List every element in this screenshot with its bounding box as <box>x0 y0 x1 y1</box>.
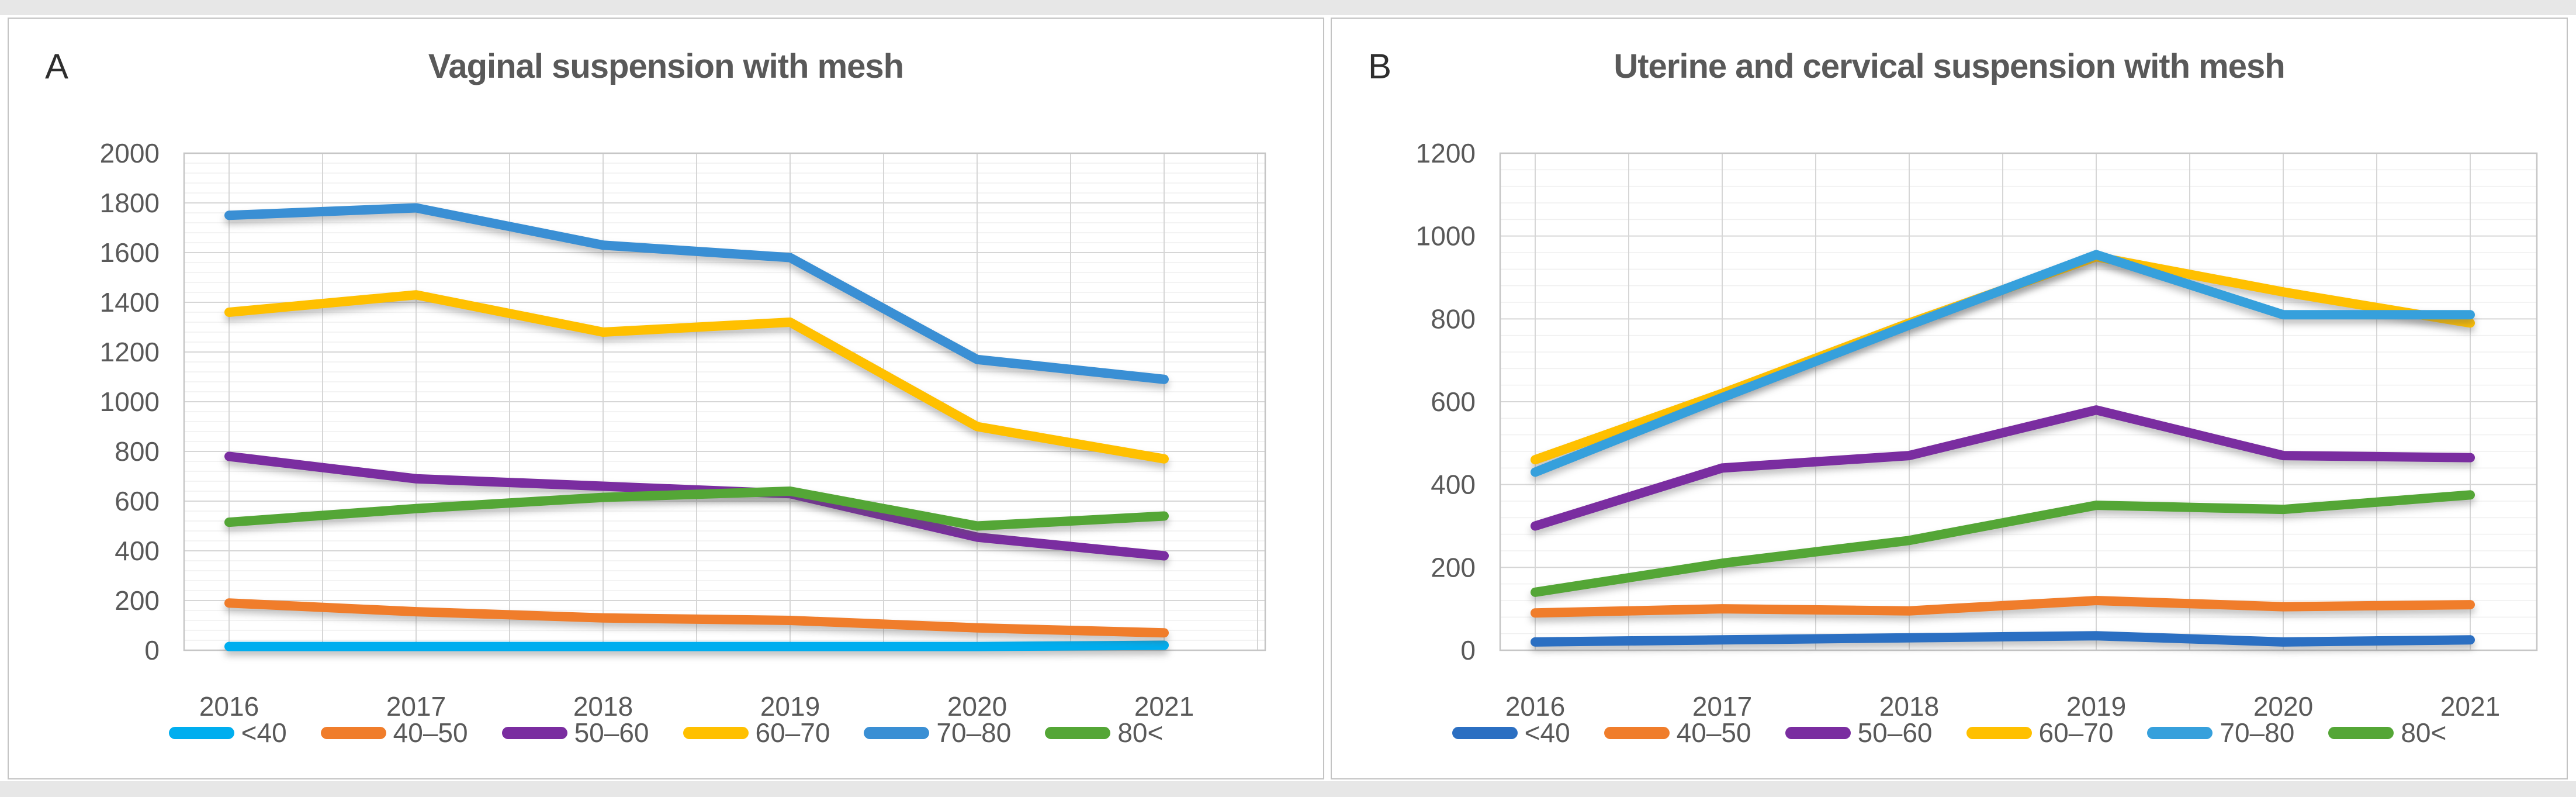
x-axis-tick-label: 2017 <box>1692 691 1752 722</box>
legend-item: 80< <box>1045 719 1163 746</box>
chart-a-legend: <40 40–50 50–60 60–70 70–80 80< <box>9 719 1323 746</box>
legend-item: <40 <box>168 717 287 748</box>
legend-label: 40–50 <box>1676 717 1751 748</box>
legend-item: 50–60 <box>1785 719 1933 746</box>
panel-a: 0 200 400 600 800 1000 1200 1400 1600 1800 2000 201… <box>8 18 1324 779</box>
legend-swatch-icon <box>864 726 930 739</box>
chart-b-title: Uterine and cervical suspension with mes… <box>1614 47 2285 85</box>
y-axis-tick-label: 2000 <box>100 138 160 168</box>
y-axis-tick-label: 1800 <box>100 188 160 218</box>
series-line-7080 <box>1531 250 2475 477</box>
legend-swatch-icon <box>2147 726 2213 739</box>
x-axis-tick-label: 2019 <box>2066 691 2126 722</box>
y-axis-tick-label: 1000 <box>1416 221 1476 251</box>
series-line-4050 <box>224 598 1169 638</box>
legend-swatch-icon <box>1604 726 1670 739</box>
series-line-80 <box>224 487 1169 531</box>
panel-a-label: A <box>45 47 69 86</box>
y-axis-tick-label: 400 <box>1431 470 1476 500</box>
legend-item: 70–80 <box>864 719 1011 746</box>
legend-label: 70–80 <box>2220 717 2295 748</box>
y-axis-tick-label: 800 <box>115 436 160 467</box>
legend-label: 60–70 <box>755 717 830 748</box>
y-axis-tick-label: 600 <box>1431 387 1476 417</box>
legend-swatch-icon <box>2328 726 2394 739</box>
legend-swatch-icon <box>1966 726 2032 739</box>
legend-swatch-icon <box>320 726 386 739</box>
legend-label: <40 <box>1524 717 1570 748</box>
x-axis-tick-label: 2021 <box>2440 691 2500 722</box>
y-axis-tick-label: 0 <box>144 635 160 665</box>
x-axis-tick-label: 2019 <box>760 691 820 722</box>
x-axis-tick-label: 2017 <box>386 691 446 722</box>
y-axis-tick-label: 1200 <box>1416 138 1476 168</box>
y-axis-tick-label: 0 <box>1460 635 1476 665</box>
legend-label: 80< <box>1117 717 1164 748</box>
x-axis-tick-label: 2018 <box>1879 691 1939 722</box>
x-axis-tick-label: 2021 <box>1134 691 1194 722</box>
legend-label: 80< <box>2401 717 2447 748</box>
y-axis-tick-label: 400 <box>115 536 160 566</box>
legend-item: 60–70 <box>683 719 830 746</box>
chart-b-line-chart: 0 200 400 600 800 1000 1200 2016 2017 2018 2019 202… <box>1416 138 2538 722</box>
legend-label: 50–60 <box>1857 717 1933 748</box>
plot-area-border <box>1499 152 2538 651</box>
legend-swatch-icon <box>683 726 749 739</box>
legend-item: 40–50 <box>320 717 468 748</box>
series-line-40 <box>224 640 1169 651</box>
y-axis-tick-label: 200 <box>115 585 160 616</box>
x-axis-tick-label: 2020 <box>947 691 1007 722</box>
x-axis-tick-label: 2016 <box>199 691 259 722</box>
legend-label: 50–60 <box>574 717 649 748</box>
y-axis-tick-label: 1600 <box>100 237 160 268</box>
y-axis-tick-label: 200 <box>1431 552 1476 582</box>
legend-item: 60–70 <box>1966 717 2114 748</box>
chart-a-line-chart: 0 200 400 600 800 1000 1200 1400 1600 1800 2000 201… <box>100 138 1266 722</box>
legend-label: 60–70 <box>2038 717 2114 748</box>
y-axis-tick-label: 1000 <box>100 387 160 417</box>
y-axis-tick-label: 1400 <box>100 287 160 318</box>
legend-label: <40 <box>241 717 287 748</box>
legend-swatch-icon <box>501 726 567 739</box>
legend-swatch-icon <box>1785 726 1851 739</box>
panel-b-label: B <box>1368 47 1392 86</box>
series-line-5060 <box>1531 405 2475 531</box>
x-axis-tick-label: 2020 <box>2253 691 2313 722</box>
legend-item: 40–50 <box>1604 719 1751 746</box>
x-axis-tick-label: 2018 <box>573 691 633 722</box>
y-axis-tick-label: 1200 <box>100 337 160 367</box>
chart-b-legend: <40 40–50 50–60 60–70 70–80 80< <box>1332 719 2567 746</box>
y-axis-tick-label: 600 <box>115 486 160 516</box>
series-line-80 <box>1531 490 2475 597</box>
series-line-6070 <box>224 290 1169 464</box>
chart-a-title: Vaginal suspension with mesh <box>428 47 904 85</box>
panel-b: 0 200 400 600 800 1000 1200 2016 2017 2018 2019 202… <box>1331 18 2568 779</box>
legend-label: 40–50 <box>393 717 468 748</box>
legend-item: 80< <box>2328 719 2446 746</box>
legend-label: 70–80 <box>936 717 1012 748</box>
series-line-7080 <box>224 203 1169 384</box>
x-axis-tick-label: 2016 <box>1505 691 1565 722</box>
legend-item: 70–80 <box>2147 719 2294 746</box>
series-line-4050 <box>1531 596 2475 618</box>
series-line-40 <box>1531 631 2475 647</box>
legend-item: 50–60 <box>501 717 649 748</box>
legend-item: <40 <box>1452 719 1570 746</box>
legend-swatch-icon <box>1045 726 1111 739</box>
y-axis-tick-label: 800 <box>1431 303 1476 334</box>
legend-swatch-icon <box>1452 726 1518 739</box>
legend-swatch-icon <box>168 726 234 739</box>
